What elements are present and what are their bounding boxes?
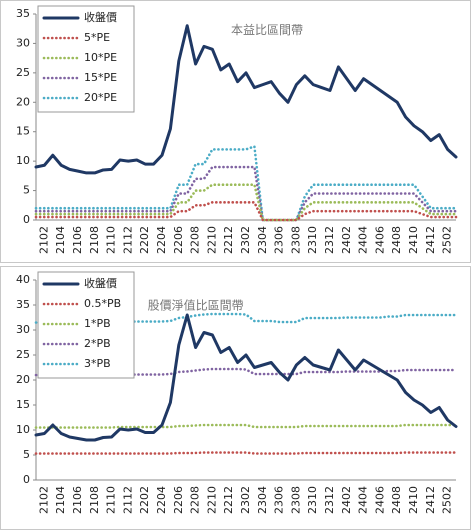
x-tick-label: 2202 <box>138 226 151 254</box>
x-tick-label: 2110 <box>105 486 118 514</box>
series-line <box>34 145 458 222</box>
annotation: 股價淨值比區間帶 <box>148 298 244 313</box>
y-tick-label: 5 <box>23 448 30 461</box>
x-tick-label: 2406 <box>373 486 386 514</box>
x-tick-label: 2204 <box>155 226 168 254</box>
x-tick-label: 2206 <box>172 486 185 514</box>
y-tick-label: 10 <box>16 423 30 436</box>
x-tick-label: 2404 <box>357 226 370 254</box>
x-tick-label: 2306 <box>273 486 286 514</box>
x-tick-label: 2306 <box>273 226 286 254</box>
x-tick-label: 2412 <box>424 486 437 514</box>
series-line <box>34 183 458 222</box>
series-line <box>34 451 458 455</box>
x-tick-label: 2112 <box>121 226 134 254</box>
x-tick-label: 2102 <box>37 226 50 254</box>
y-tick-label: 30 <box>16 323 30 336</box>
x-tick-label: 2110 <box>105 226 118 254</box>
x-tick-label: 2302 <box>239 226 252 254</box>
series-line <box>34 313 458 442</box>
legend-label: 1*PB <box>84 317 111 330</box>
x-tick-label: 2312 <box>323 486 336 514</box>
x-tick-label: 2108 <box>88 226 101 254</box>
x-tick-label: 2102 <box>37 486 50 514</box>
y-tick-label: 5 <box>23 184 30 197</box>
x-tick-label: 2206 <box>172 226 185 254</box>
legend-label: 20*PE <box>84 91 117 104</box>
x-tick-label: 2210 <box>205 486 218 514</box>
annotation: 本益比區間帶 <box>231 23 303 37</box>
series-line <box>34 201 458 222</box>
series-line <box>34 423 458 429</box>
x-tick-label: 2310 <box>306 226 319 254</box>
x-tick-label: 2402 <box>340 486 353 514</box>
series-line <box>34 24 458 175</box>
x-tick-label: 2502 <box>441 486 454 514</box>
x-tick-label: 2304 <box>256 226 269 254</box>
y-tick-label: 15 <box>16 398 30 411</box>
x-tick-label: 2308 <box>289 486 302 514</box>
y-tick-label: 25 <box>16 66 30 79</box>
y-tick-label: 30 <box>16 36 30 49</box>
x-tick-label: 2308 <box>289 226 302 254</box>
x-tick-label: 2408 <box>390 486 403 514</box>
x-tick-label: 2212 <box>222 486 235 514</box>
x-tick-label: 2404 <box>357 486 370 514</box>
x-tick-label: 2410 <box>407 226 420 254</box>
x-tick-label: 2212 <box>222 226 235 254</box>
x-tick-label: 2408 <box>390 226 403 254</box>
x-tick-label: 2112 <box>121 486 134 514</box>
legend-label: 5*PE <box>84 31 110 44</box>
y-tick-label: 35 <box>16 298 30 311</box>
legend-label: 15*PE <box>84 71 117 84</box>
legend-label: 10*PE <box>84 51 117 64</box>
x-tick-label: 2410 <box>407 486 420 514</box>
y-tick-label: 40 <box>16 273 30 286</box>
x-tick-label: 2304 <box>256 486 269 514</box>
y-tick-label: 35 <box>16 7 30 20</box>
y-tick-label: 0 <box>23 473 30 486</box>
legend-box <box>37 5 135 113</box>
series-line <box>34 165 458 222</box>
legend-label: 收盤價 <box>84 10 117 24</box>
x-tick-label: 2302 <box>239 486 252 514</box>
y-tick-label: 0 <box>23 213 30 226</box>
legend-label: 3*PB <box>84 357 111 370</box>
x-tick-label: 2412 <box>424 226 437 254</box>
legend-label: 2*PB <box>84 337 111 350</box>
x-tick-label: 2210 <box>205 226 218 254</box>
legend-label: 0.5*PB <box>84 297 121 310</box>
y-tick-label: 25 <box>16 348 30 361</box>
x-tick-label: 2204 <box>155 486 168 514</box>
x-tick-label: 2208 <box>189 226 202 254</box>
x-tick-label: 2106 <box>71 226 84 254</box>
x-tick-label: 2502 <box>441 226 454 254</box>
x-tick-label: 2106 <box>71 486 84 514</box>
y-tick-label: 20 <box>16 373 30 386</box>
x-tick-label: 2202 <box>138 486 151 514</box>
x-tick-label: 2208 <box>189 486 202 514</box>
x-tick-label: 2108 <box>88 486 101 514</box>
x-tick-label: 2104 <box>54 226 67 254</box>
x-tick-label: 2104 <box>54 486 67 514</box>
x-tick-label: 2406 <box>373 226 386 254</box>
x-tick-label: 2310 <box>306 486 319 514</box>
x-tick-label: 2402 <box>340 226 353 254</box>
x-tick-label: 2312 <box>323 226 336 254</box>
legend-box <box>37 271 135 379</box>
y-tick-label: 20 <box>16 95 30 108</box>
y-tick-label: 15 <box>16 125 30 138</box>
y-tick-label: 10 <box>16 154 30 167</box>
legend-label: 收盤價 <box>84 276 117 290</box>
